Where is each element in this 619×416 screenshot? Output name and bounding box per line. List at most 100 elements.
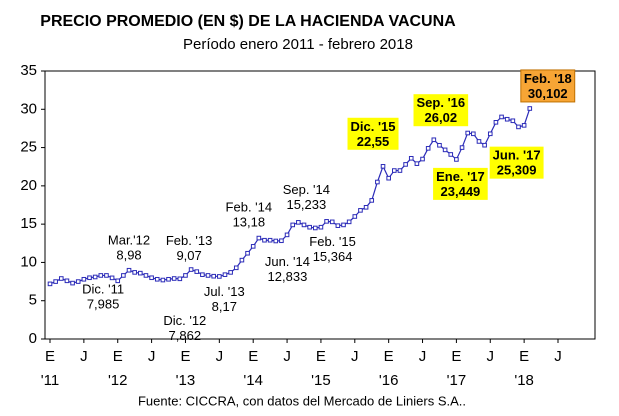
- data-point: [369, 198, 375, 203]
- data-point: [301, 222, 307, 228]
- data-label: 8,17: [212, 299, 237, 314]
- data-point: [160, 277, 166, 283]
- data-point: [431, 137, 437, 143]
- data-point: [296, 220, 301, 225]
- data-label: 9,07: [176, 248, 201, 263]
- data-point: [386, 175, 391, 181]
- x-tick-label: J: [283, 348, 291, 365]
- data-point: [211, 273, 216, 279]
- chart-subtitle: Período enero 2011 - febrero 2018: [183, 36, 413, 53]
- data-point: [375, 179, 380, 185]
- data-point: [154, 276, 160, 282]
- annotation: Dic. '117,985: [82, 281, 124, 311]
- data-label: 23,449: [441, 184, 481, 199]
- y-tick-label: 35: [20, 62, 37, 79]
- data-point: [510, 118, 516, 124]
- label-box: [413, 94, 469, 127]
- data-point: [471, 131, 476, 137]
- data-point: [98, 273, 104, 278]
- data-point: [183, 273, 188, 278]
- data-point: [352, 214, 358, 219]
- year-label: '15: [311, 372, 331, 389]
- data-point: [487, 131, 493, 137]
- year-label: '18: [514, 372, 534, 389]
- x-tick-label: E: [519, 348, 529, 365]
- x-tick-label: J: [554, 348, 562, 365]
- y-tick-label: 20: [20, 177, 37, 194]
- x-tick-label: E: [248, 348, 258, 365]
- data-point: [132, 270, 137, 275]
- annotation: Feb. '139,07: [166, 233, 213, 263]
- x-tick-label: E: [316, 348, 326, 365]
- data-point: [403, 162, 408, 167]
- data-point: [109, 275, 115, 281]
- data-point: [115, 278, 121, 284]
- data-label: 30,102: [528, 86, 568, 101]
- data-label: 7,862: [169, 328, 202, 343]
- annotation-date: Feb. '15: [309, 234, 356, 249]
- data-point: [437, 142, 442, 148]
- year-label: '13: [176, 372, 196, 389]
- data-point: [233, 265, 239, 271]
- annotation-date: Feb. '18: [524, 71, 572, 86]
- source-note: Fuente: CICCRA, con datos del Mercado de…: [138, 393, 466, 408]
- data-point: [290, 222, 296, 228]
- data-point: [335, 223, 341, 228]
- data-point: [228, 270, 233, 275]
- x-tick-label: J: [80, 348, 88, 365]
- x-tick-label: J: [487, 348, 495, 365]
- data-point: [459, 145, 465, 150]
- data-point: [504, 116, 510, 122]
- plot-frame: [44, 70, 596, 340]
- data-point: [324, 219, 329, 224]
- data-point: [363, 204, 369, 210]
- x-tick-label: E: [180, 348, 190, 365]
- annotation-date: Jun. '14: [265, 254, 310, 269]
- x-tick-label: J: [419, 348, 427, 365]
- year-label: '14: [243, 372, 263, 389]
- data-point: [239, 257, 245, 263]
- data-point: [527, 106, 533, 111]
- data-point: [70, 280, 75, 286]
- annotation-date: Dic. '11: [82, 281, 124, 296]
- data-point: [448, 152, 454, 157]
- data-point: [307, 224, 312, 230]
- data-point: [341, 222, 346, 228]
- data-label: 15,364: [313, 249, 353, 264]
- label-box: [433, 167, 488, 200]
- data-label: 22,55: [357, 134, 390, 149]
- data-point: [329, 219, 335, 225]
- data-label: 26,02: [425, 110, 458, 125]
- y-tick-label: 5: [29, 292, 37, 309]
- data-point: [104, 273, 109, 278]
- data-point: [121, 273, 126, 278]
- data-point: [499, 114, 504, 120]
- annotation-date: Dic. '15: [351, 119, 396, 134]
- data-point: [126, 267, 132, 273]
- data-point: [521, 123, 527, 128]
- x-tick-label: J: [148, 348, 156, 365]
- y-tick-label: 0: [29, 330, 37, 347]
- annotation-date: Mar.'12: [108, 233, 150, 248]
- data-point: [200, 272, 205, 277]
- data-point: [149, 275, 154, 281]
- data-point: [92, 274, 98, 280]
- y-tick-label: 15: [20, 215, 37, 232]
- data-point: [312, 225, 318, 231]
- data-label: 15,233: [286, 197, 326, 212]
- data-point: [177, 276, 183, 282]
- data-label: 12,833: [268, 269, 308, 284]
- data-point: [47, 281, 53, 287]
- annotation: Jul. '138,17: [204, 284, 245, 314]
- data-point: [318, 224, 324, 230]
- annotation-date: Dic. '12: [163, 313, 206, 328]
- data-point: [267, 237, 273, 243]
- data-point: [262, 237, 267, 243]
- annotation: Mar.'128,98: [108, 233, 150, 263]
- data-point: [256, 235, 262, 241]
